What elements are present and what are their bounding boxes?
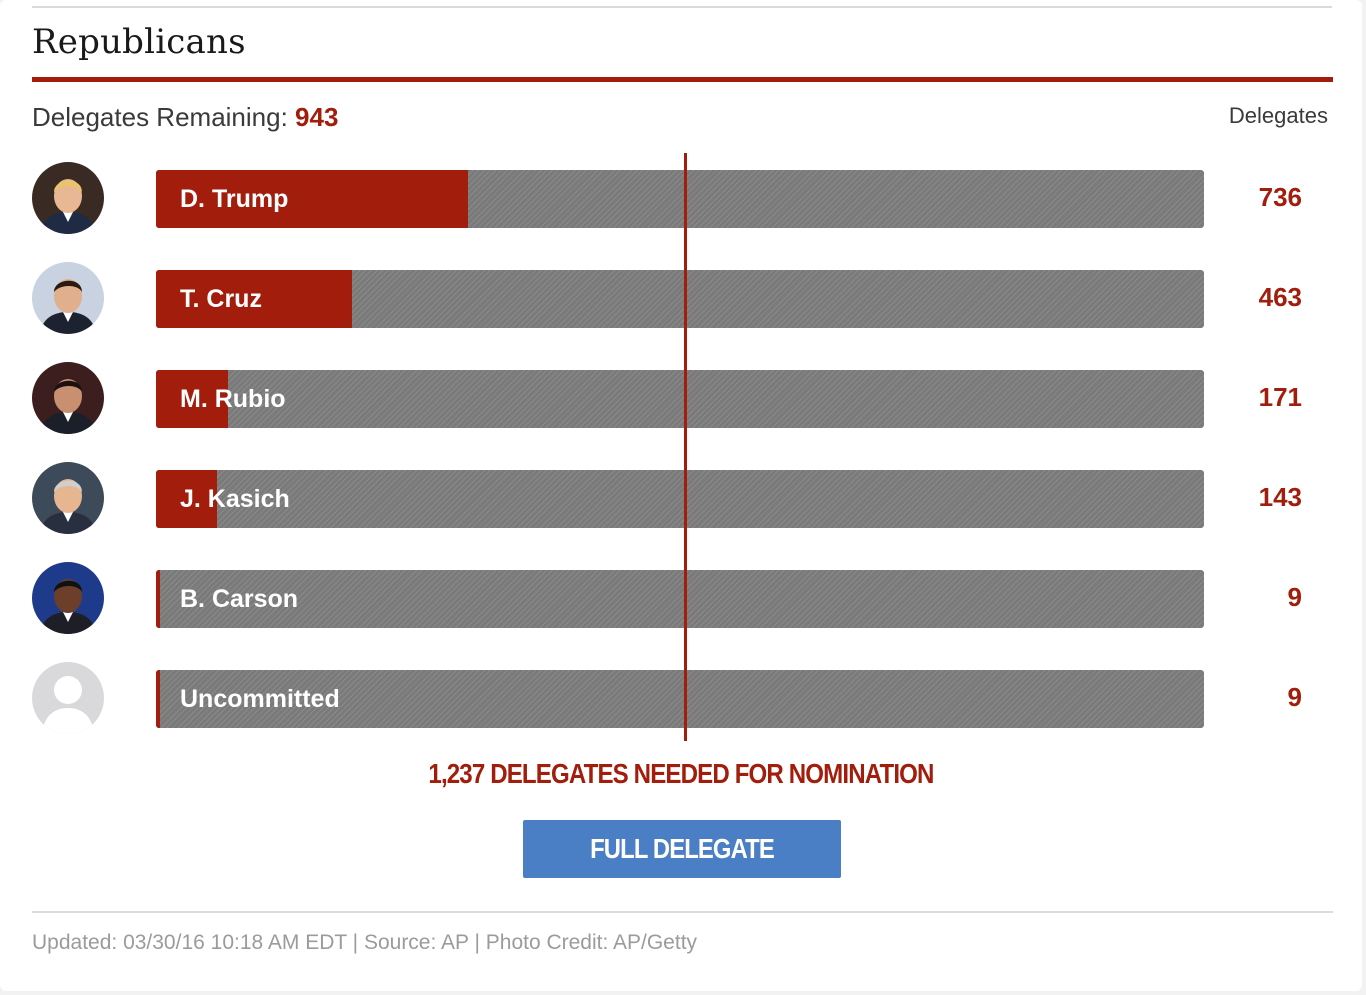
top-divider (32, 6, 1332, 8)
candidate-row: B. Carson 9 (0, 562, 1366, 642)
rubio-photo (32, 362, 104, 434)
cruz-photo (32, 262, 104, 334)
delegates-remaining: Delegates Remaining: 943 (32, 102, 338, 133)
delegate-count: 9 (1287, 582, 1302, 612)
nomination-threshold-label: 1,237 DELEGATES NEEDED FOR NOMINATION (428, 758, 934, 789)
nomination-threshold-line (684, 153, 687, 741)
footer-credits: Updated: 03/30/16 10:18 AM EDT | Source:… (32, 931, 698, 954)
remaining-label: Delegates Remaining: (32, 102, 288, 132)
footer-divider (32, 911, 1333, 913)
delegate-count: 171 (1258, 382, 1302, 412)
bar-track: B. Carson (156, 570, 1204, 628)
bar-label: J. Kasich (180, 485, 290, 513)
bar-track: T. Cruz (156, 270, 1204, 328)
candidate-row: Uncommitted 9 (0, 662, 1366, 742)
bar-label: Uncommitted (180, 685, 340, 713)
bar-fill (156, 170, 468, 228)
carson-photo (32, 562, 104, 634)
bar-track: M. Rubio (156, 370, 1204, 428)
candidate-row: J. Kasich 143 (0, 462, 1366, 542)
bar-label: T. Cruz (180, 285, 262, 313)
bar-track: Uncommitted (156, 670, 1204, 728)
full-delegate-tracker-button[interactable]: FULL DELEGATE TRACKER (523, 820, 841, 922)
tracker-button-label: FULL DELEGATE TRACKER (590, 833, 775, 922)
section-title: Republicans (32, 22, 246, 62)
title-rule (32, 77, 1333, 82)
delegate-count: 463 (1258, 282, 1302, 312)
candidate-row: M. Rubio 171 (0, 362, 1366, 442)
bar-fill (156, 570, 160, 628)
bar-fill (156, 670, 160, 728)
bar-track: D. Trump (156, 170, 1204, 228)
default-user-icon (32, 662, 104, 734)
bar-fill (156, 370, 228, 428)
trump-photo (32, 162, 104, 234)
candidate-row: D. Trump 736 (0, 162, 1366, 242)
bar-fill (156, 470, 217, 528)
delegates-column-header: Delegates (1228, 103, 1328, 128)
kasich-photo (32, 462, 104, 534)
bar-label: M. Rubio (180, 385, 286, 413)
delegate-count: 9 (1287, 682, 1302, 712)
bar-track: J. Kasich (156, 470, 1204, 528)
bar-label: D. Trump (180, 185, 289, 213)
delegate-count: 143 (1258, 482, 1302, 512)
candidate-row: T. Cruz 463 (0, 262, 1366, 342)
bar-label: B. Carson (180, 585, 299, 613)
remaining-value: 943 (295, 102, 339, 132)
delegate-count: 736 (1258, 182, 1302, 212)
bar-fill (156, 270, 352, 328)
